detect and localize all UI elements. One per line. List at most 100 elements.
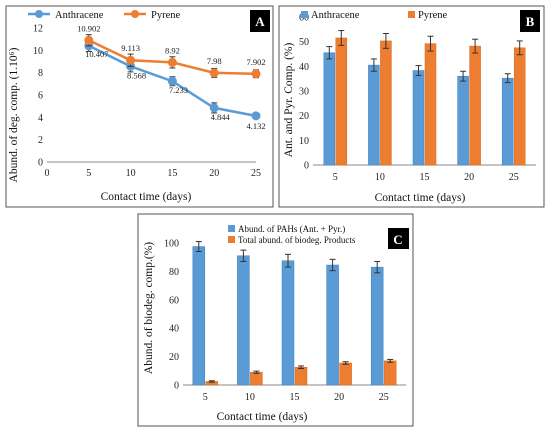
panel-a-xtick-label: 10: [126, 168, 136, 179]
panel-c-xtick-label: 25: [379, 392, 389, 403]
panel-c-legend-swatch: [228, 225, 235, 232]
panel-c-ytick-label: 100: [164, 239, 179, 250]
panel-a-xlabel: Contact time (days): [101, 191, 192, 203]
panel-b-xtick-label: 5: [333, 172, 338, 183]
panel-c-letter: C: [393, 232, 402, 247]
panel-a-frame: [5, 5, 274, 208]
panel-b-bar: [323, 52, 336, 166]
panel-b-bar: [335, 37, 348, 166]
panel-b-bar: [469, 45, 481, 166]
panel-a-legend-marker: [131, 10, 139, 18]
panel-a-data-label: 8.92: [165, 45, 180, 55]
panel-c-ytick-label: 0: [174, 381, 179, 392]
panel-a-xtick-label: 5: [86, 168, 91, 179]
panel-c-bar: [250, 371, 263, 386]
panel-a-data-point: [167, 57, 177, 67]
panel-a-data-label: 8.568: [127, 70, 146, 80]
panel-b-xtick-label: 15: [420, 172, 430, 183]
panel-b-bar: [457, 75, 469, 166]
panel-b: B Ant. and Pyr. Comp. (%) Contact time (…: [278, 5, 545, 208]
panel-a-xtick-label: 0: [45, 168, 50, 179]
panel-b-ytick-label: 40: [299, 62, 309, 73]
panel-b-xtick-label: 20: [464, 172, 474, 183]
panel-a-data-label: 4.844: [211, 112, 231, 122]
panel-a-data-label: 7.98: [207, 56, 222, 66]
panel-b-legend-swatch: [301, 11, 308, 18]
panel-a-data-label: 9.113: [121, 43, 140, 53]
panel-b-ytick-label: 30: [299, 87, 309, 98]
panel-c-bar: [294, 367, 308, 386]
panel-c-legend-label: Abund. of PAHs (Ant. + Pyr.): [238, 224, 345, 234]
panel-a-data-point: [126, 55, 136, 65]
panel-b-bar: [424, 43, 437, 166]
panel-c-bar: [370, 266, 384, 386]
panel-a-legend-label: Anthracene: [55, 10, 104, 21]
panel-b-letter-box: [520, 10, 540, 32]
panel-b-xtick-label: 25: [509, 172, 519, 183]
panel-c-xlabel: Contact time (days): [217, 411, 308, 423]
panel-a-data-point: [167, 76, 177, 86]
panel-a-xtick-label: 25: [251, 168, 261, 179]
panel-c-bar: [237, 255, 250, 386]
panel-a-ytick-label: 12: [33, 24, 43, 35]
panel-b-letter: B: [526, 14, 535, 29]
panel-c-bar: [326, 264, 339, 386]
panel-c-ytick-label: 80: [169, 267, 179, 278]
panel-b-frame: [278, 5, 545, 208]
panel-a-xtick-label: 15: [167, 168, 177, 179]
panel-a-data-label: 4.132: [246, 121, 265, 131]
panel-b-bar: [380, 40, 392, 166]
panel-b-ytick-label: 50: [299, 37, 309, 48]
panel-a-letter-box: [250, 10, 270, 32]
panel-c-letter-box: [388, 228, 409, 249]
panel-c-legend-swatch: [228, 236, 235, 243]
panel-c: C Abund. of biodeg. comp.(%) Contact tim…: [137, 213, 414, 427]
panel-a-ytick-label: 0: [38, 158, 43, 169]
panel-a-data-point: [84, 35, 94, 45]
panel-b-ytick-label: 0: [304, 161, 309, 172]
panel-a-legend-marker: [35, 10, 43, 18]
panel-a-ytick-label: 4: [38, 113, 43, 124]
panel-b-legend-swatch: [408, 11, 415, 18]
panel-a-ytick-label: 2: [38, 135, 43, 146]
panel-b-ytick-label: 20: [299, 111, 309, 122]
panel-a-data-label: 7.902: [246, 57, 265, 67]
panel-c-frame: [137, 213, 414, 427]
panel-b-bar: [368, 64, 380, 166]
panel-c-ytick-label: 20: [169, 352, 179, 363]
panel-b-bar: [501, 77, 514, 166]
panel-a-data-point: [251, 69, 261, 79]
panel-c-bar: [383, 360, 397, 386]
panel-a-data-point: [209, 103, 219, 113]
panel-a-ytick-label: 6: [38, 91, 43, 102]
panel-a-data-point: [209, 68, 219, 78]
panel-a-data-point: [251, 111, 261, 121]
panel-b-xlabel: Contact time (days): [375, 192, 466, 204]
panel-a-data-label: 7.233: [169, 85, 188, 95]
panel-a-letter: A: [255, 14, 265, 29]
panel-c-legend-label: Total abund. of biodeg. Products: [238, 235, 356, 245]
panel-c-xtick-label: 5: [203, 392, 208, 403]
panel-c-bar: [281, 260, 295, 386]
panel-a: A Abund. of deg. comp. (1.10⁶) Contact t…: [5, 5, 274, 208]
panel-c-xtick-label: 15: [290, 392, 300, 403]
panel-a-ytick-label: 10: [33, 46, 43, 57]
panel-a-legend-label: Pyrene: [151, 10, 180, 21]
panel-b-ytick-label: 10: [299, 136, 309, 147]
panel-a-xtick-label: 20: [209, 168, 219, 179]
panel-c-xtick-label: 20: [334, 392, 344, 403]
panel-b-bar: [412, 70, 425, 166]
panel-b-legend-label: Pyrene: [418, 10, 447, 21]
panel-c-xtick-label: 10: [245, 392, 255, 403]
panel-c-bar: [192, 246, 206, 386]
panel-c-ytick-label: 60: [169, 295, 179, 306]
panel-a-ylabel: Abund. of deg. comp. (1.10⁶): [8, 47, 20, 182]
panel-a-ytick-label: 8: [38, 68, 43, 79]
panel-b-xtick-label: 10: [375, 172, 385, 183]
panel-c-bar: [339, 362, 352, 386]
panel-a-data-label: 10.902: [77, 23, 100, 33]
panel-c-ytick-label: 40: [169, 324, 179, 335]
panel-c-ylabel: Abund. of biodeg. comp.(%): [143, 242, 155, 374]
panel-b-bar: [513, 47, 526, 166]
